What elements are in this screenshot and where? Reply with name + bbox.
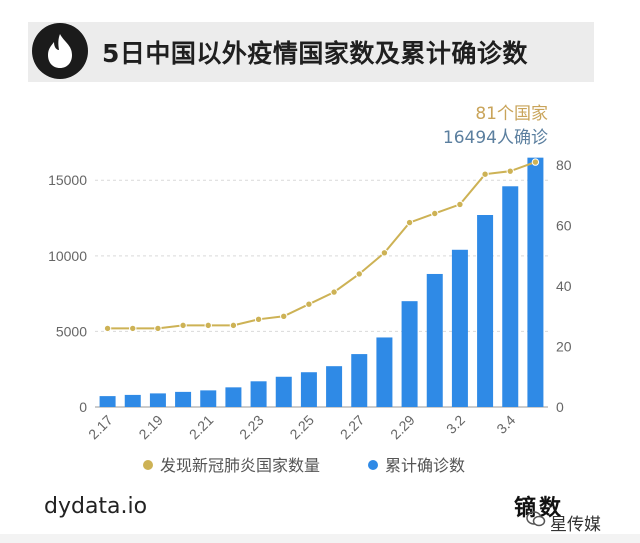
legend-countries-label: 发现新冠肺炎国家数量 <box>160 456 320 475</box>
line-point <box>305 300 313 308</box>
bar <box>477 215 494 407</box>
line-point <box>380 249 389 257</box>
line-point <box>103 324 112 333</box>
line-point <box>179 321 187 330</box>
bar <box>351 354 368 407</box>
bar <box>124 394 141 407</box>
bottom-strip <box>0 534 640 543</box>
x-tick-label: 3.2 <box>443 412 468 437</box>
bar <box>175 391 192 407</box>
flame-logo-icon <box>32 23 88 79</box>
line-point <box>531 158 540 166</box>
y-left-tick-label: 5000 <box>56 323 87 339</box>
page-title: 5日中国以外疫情国家数及累计确诊数 <box>102 39 528 68</box>
x-tick-label: 2.19 <box>135 412 166 443</box>
bar <box>250 381 267 407</box>
line-point <box>330 288 338 296</box>
line-point <box>481 170 489 178</box>
line-point <box>405 218 414 227</box>
bar <box>326 366 343 407</box>
title-bar <box>28 22 594 82</box>
bar <box>200 390 217 407</box>
y-right-tick-label: 60 <box>556 218 572 234</box>
x-tick-label: 2.25 <box>286 412 317 443</box>
line-point <box>506 167 514 175</box>
line-point <box>431 209 439 218</box>
y-right-tick-label: 20 <box>556 339 572 355</box>
line-point <box>154 324 162 333</box>
bar <box>149 393 166 407</box>
line-point <box>254 315 263 324</box>
bar <box>426 273 443 407</box>
y-left-tick-label: 0 <box>79 399 87 415</box>
y-left-tick-label: 15000 <box>48 172 87 188</box>
x-tick-label: 2.21 <box>186 412 217 443</box>
legend-countries-marker <box>143 460 153 470</box>
line-point <box>204 321 212 330</box>
x-tick-label: 2.23 <box>236 412 267 443</box>
legend-cases-label: 累计确诊数 <box>385 456 465 475</box>
line-point <box>280 312 288 320</box>
annotation-countries: 81个国家 <box>475 104 548 124</box>
account-watermark: 星传媒 <box>550 515 601 535</box>
line-point <box>229 321 238 330</box>
y-left-tick-label: 10000 <box>48 248 87 264</box>
y-right-tick-label: 0 <box>556 399 564 415</box>
bar <box>401 301 418 407</box>
x-tick-label: 2.17 <box>85 412 116 443</box>
line-point <box>456 200 464 209</box>
chat-icon <box>526 511 546 527</box>
x-tick-label: 2.27 <box>337 412 368 443</box>
bar <box>451 249 468 407</box>
line-series <box>107 161 536 330</box>
bar <box>527 157 544 407</box>
brand-label: dydata.io <box>44 494 148 519</box>
bar <box>300 372 317 407</box>
line-point <box>355 270 363 278</box>
annotation-cases: 16494人确诊 <box>443 128 548 148</box>
line-point <box>129 324 137 333</box>
bar <box>275 376 292 407</box>
y-right-tick-label: 40 <box>556 278 572 294</box>
bar <box>502 186 519 407</box>
bar <box>99 396 116 407</box>
legend-cases-marker <box>368 460 378 470</box>
y-right-tick-label: 80 <box>556 157 572 173</box>
bar <box>376 337 393 407</box>
bar <box>225 387 242 407</box>
x-tick-label: 2.29 <box>387 412 418 443</box>
x-tick-label: 3.4 <box>493 412 518 437</box>
